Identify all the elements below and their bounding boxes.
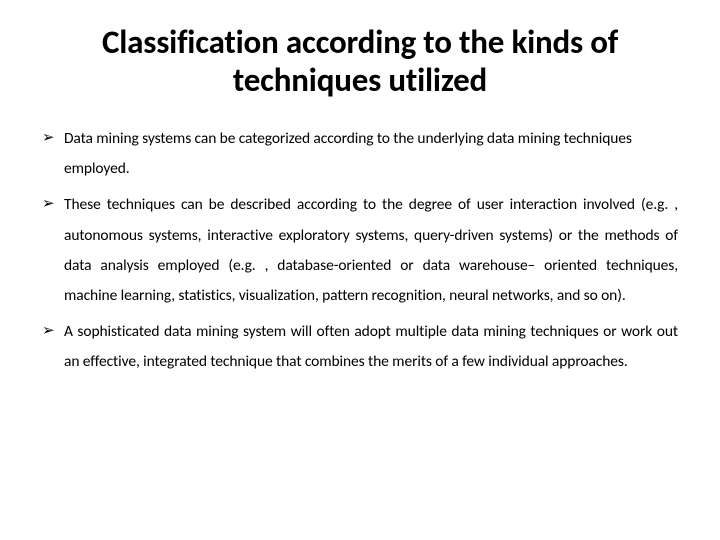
bullet-arrow-icon: ➢ [42,190,54,219]
bullet-text: Data mining systems can be categorized a… [64,129,632,178]
bullet-arrow-icon: ➢ [42,124,54,153]
bullet-text: A sophisticated data mining system will … [64,322,678,371]
bullet-list: ➢ Data mining systems can be categorized… [42,124,678,378]
bullet-text: These techniques can be described accord… [64,195,678,305]
slide-title: Classification according to the kinds of… [42,24,678,100]
bullet-item: ➢ Data mining systems can be categorized… [42,124,678,184]
bullet-item: ➢ These techniques can be described acco… [42,190,678,311]
bullet-item: ➢ A sophisticated data mining system wil… [42,317,678,377]
slide: Classification according to the kinds of… [0,0,720,540]
bullet-arrow-icon: ➢ [42,317,54,346]
